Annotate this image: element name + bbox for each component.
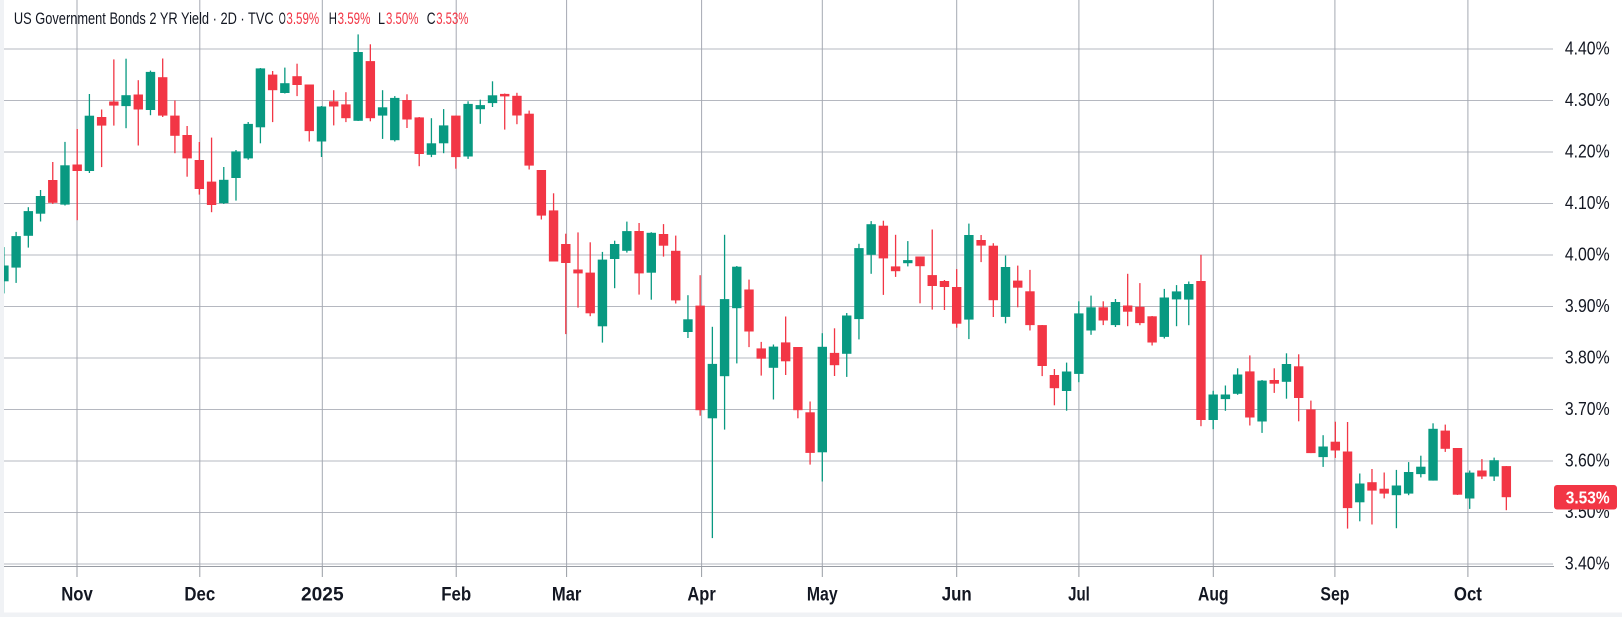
svg-text:US Government Bonds 2 YR Yield: US Government Bonds 2 YR Yield · 2D · TV…	[14, 10, 274, 28]
svg-text:4.20%: 4.20%	[1565, 141, 1610, 162]
svg-text:Sep: Sep	[1320, 584, 1349, 606]
svg-text:Aug: Aug	[1198, 584, 1229, 606]
svg-text:3.50%: 3.50%	[386, 10, 419, 28]
svg-text:O: O	[279, 10, 286, 28]
svg-text:3.53%: 3.53%	[436, 10, 468, 28]
svg-text:3.53%: 3.53%	[1566, 488, 1610, 508]
svg-text:4.10%: 4.10%	[1565, 192, 1610, 213]
svg-text:May: May	[807, 584, 838, 606]
svg-text:Mar: Mar	[552, 584, 582, 606]
svg-text:Jun: Jun	[942, 584, 972, 606]
svg-text:C: C	[427, 10, 436, 28]
svg-text:3.80%: 3.80%	[1565, 347, 1610, 368]
svg-text:3.90%: 3.90%	[1565, 295, 1610, 316]
svg-text:3.60%: 3.60%	[1565, 450, 1610, 471]
svg-text:Apr: Apr	[687, 584, 716, 606]
svg-text:4.00%: 4.00%	[1565, 244, 1610, 265]
svg-text:4.40%: 4.40%	[1565, 38, 1610, 59]
svg-text:3.70%: 3.70%	[1565, 398, 1610, 419]
svg-text:L: L	[378, 10, 385, 28]
svg-text:Feb: Feb	[441, 584, 471, 606]
svg-text:4.30%: 4.30%	[1565, 89, 1610, 110]
svg-text:Oct: Oct	[1454, 584, 1482, 606]
svg-text:3.59%: 3.59%	[286, 10, 319, 28]
svg-text:Dec: Dec	[184, 584, 215, 606]
svg-text:3.59%: 3.59%	[338, 10, 371, 28]
svg-text:3.40%: 3.40%	[1565, 553, 1610, 574]
svg-text:Jul: Jul	[1068, 584, 1090, 606]
svg-text:H: H	[329, 10, 337, 28]
svg-text:2025: 2025	[301, 584, 344, 606]
svg-text:Nov: Nov	[61, 584, 93, 606]
